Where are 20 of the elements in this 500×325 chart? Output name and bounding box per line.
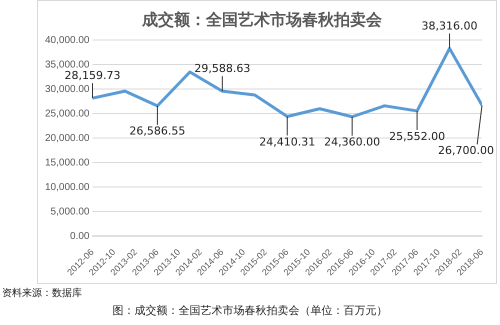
data-label: 25,552.00 xyxy=(389,130,446,143)
y-tick-label: 30,000.00 xyxy=(44,84,90,95)
data-label: 24,360.00 xyxy=(324,136,380,149)
data-label: 26,700.00 xyxy=(438,144,494,158)
y-tick-label: 20,000.00 xyxy=(44,132,90,144)
data-label: 24,410.31 xyxy=(259,135,316,148)
text: 图：成交额：全国艺术市场春秋拍卖会（单位：百万元） xyxy=(112,303,388,318)
data-label: 38,316.00 xyxy=(422,19,478,32)
y-tick-label: 10,000.00 xyxy=(44,182,90,193)
data-label: 28,159.73 xyxy=(64,69,120,82)
y-tick-label: 40,000.00 xyxy=(44,34,90,46)
y-tick-label: 5,000.00 xyxy=(50,206,90,218)
y-tick-label: 15,000.00 xyxy=(44,157,90,168)
y-tick-label: 35,000.00 xyxy=(44,59,90,70)
data-label: 26,586.55 xyxy=(129,124,186,138)
chart-title: 成交额：全国艺术市场春秋拍卖会 xyxy=(141,10,383,29)
data-label: 29,588.63 xyxy=(194,62,250,76)
y-tick-label: 0.00 xyxy=(70,230,90,242)
y-tick-label: 25,000.00 xyxy=(44,108,90,120)
text: 资料来源：数据库 xyxy=(2,286,82,300)
